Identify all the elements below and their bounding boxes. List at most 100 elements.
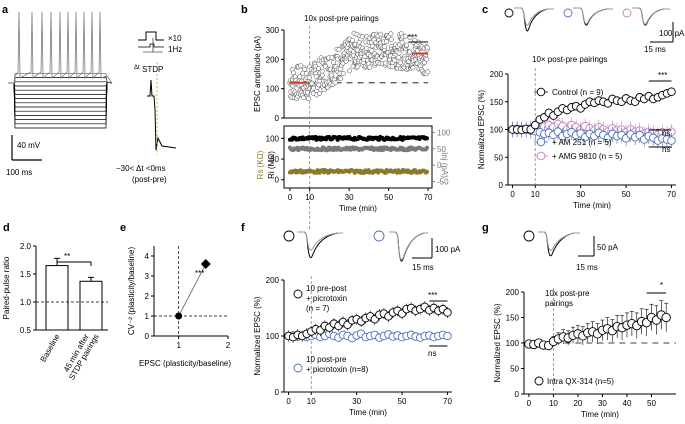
legend-1-line2: + picrotoxin: [306, 294, 347, 303]
normalized-epsc-chart: 0 50 100 150 200 0 10 20 30 40 50 Time (min) Normali…: [493, 288, 676, 419]
y-tick-label: 200: [266, 55, 280, 64]
y-tick-label: 0: [275, 114, 280, 123]
voltage-scale-bar: [11, 135, 42, 161]
x-tick-label: 10: [307, 397, 316, 406]
x-axis-label: Time (min): [339, 204, 377, 213]
y-tick-label: 1.5: [20, 270, 32, 279]
x-tick-label: 50: [398, 397, 407, 406]
stdp-protocol-diagram: [138, 31, 177, 155]
y-tick-label: 150: [490, 98, 504, 107]
epsc-point: [332, 80, 338, 86]
epsc-point: [402, 33, 408, 39]
data-point: [667, 87, 676, 97]
legend-2-line2: + picrotoxin (n=8): [306, 365, 369, 374]
x-axis-label: EPSC (plasticity/baseline): [139, 359, 231, 368]
scale-time: 15 ms: [644, 45, 666, 54]
epsc-point: [410, 65, 416, 71]
legend-qx314-icon: [534, 376, 544, 386]
timing-sub: (post-pre): [132, 175, 167, 184]
scale-voltage: 40 mV: [17, 141, 41, 150]
panel-d-letter: d: [3, 222, 10, 234]
hyperpolarizing-step-trace: [8, 81, 113, 84]
annotation-line1: 10x post-pre: [545, 289, 590, 298]
epsc-point: [396, 55, 402, 60]
pairing-annotation: 10x post-pre pairings: [304, 14, 379, 23]
legend-marker-icon: [536, 137, 546, 147]
epsc-example-traces: [283, 230, 433, 262]
y-tick-label: 50: [494, 153, 503, 162]
panel-e: e 0 1 2 3 4 1 2 CV⁻² (plasticity/baseline) EPSC …: [120, 222, 231, 368]
y-tick-label: 0: [145, 332, 150, 341]
epsc-point: [424, 56, 430, 62]
hyperpolarizing-step-trace: [8, 81, 113, 129]
ns-label-2: ns: [662, 145, 670, 154]
x-tick-label: 0: [286, 397, 291, 406]
y-tick-label: 150: [506, 314, 520, 323]
panel-c-letter: c: [482, 4, 488, 16]
protocol-rate: 1Hz: [168, 45, 182, 54]
panel-g: g 50 pA 15 ms 0 50 100 150 200 0 10 20 30 40 50 Tim…: [482, 222, 676, 419]
ns-label-1: ns: [662, 129, 670, 138]
epsc-point: [404, 42, 410, 48]
post-pre-baseline-trace: [389, 231, 428, 261]
control-baseline-trace: [514, 7, 554, 26]
plasticity-point: [200, 259, 211, 269]
y-tick-label: 0: [499, 181, 504, 190]
panel-b-letter: b: [241, 4, 248, 16]
epsc-point: [297, 74, 303, 80]
legend-1-line3: (n = 7): [306, 304, 330, 313]
y-tick-label: 0.5: [20, 326, 32, 335]
data-point: [661, 312, 671, 323]
am251-marker-icon: [563, 8, 573, 18]
y-tick-label: 100: [490, 126, 504, 135]
measurement-point: [424, 136, 429, 141]
epsc-point: [388, 31, 394, 37]
epsc-point: [320, 72, 325, 78]
right-tick-label: 0: [437, 161, 442, 170]
x-axis-label: Time (min): [581, 410, 619, 419]
amg-baseline-trace: [632, 7, 670, 25]
left-tick-label: 50: [270, 155, 279, 164]
ri-label: Ri (MΩ): [267, 151, 276, 179]
access-resistance-chart: 0 50 100 -50 0 50 100 0 10 30 50 70 Time (min): [266, 125, 451, 213]
firing-traces: [8, 11, 113, 129]
panel-a: a 40 mV 100 ms ×10 1Hz Δt STDP −30< Δt <…: [2, 4, 182, 184]
data-point: [530, 120, 540, 130]
control-marker-icon: [504, 8, 514, 18]
timing-text: −30< Δt <0ms: [116, 164, 166, 173]
y-tick-label: 100: [506, 339, 520, 348]
epsc-point: [397, 60, 403, 66]
legend-label: Control (n = 9): [552, 88, 604, 97]
x-axis-label: Time (min): [573, 201, 611, 210]
y-tick-label: 1: [145, 312, 150, 321]
bar: [79, 280, 103, 331]
epsc-point: [338, 76, 344, 81]
epsc-point: [425, 69, 431, 75]
epsc-point: [396, 50, 402, 56]
y-tick-label: 1.0: [20, 298, 32, 307]
pairing-annotation: 10× post-pre pairings: [532, 55, 607, 64]
x-tick-label: 50: [647, 399, 656, 408]
hyperpolarizing-step-trace: [8, 81, 113, 104]
y-axis-label: Normalized EPSC (%): [493, 303, 502, 382]
significance: ***: [428, 291, 437, 300]
pre-post-marker-icon: [283, 230, 295, 242]
y-tick-label: 50: [510, 365, 519, 374]
left-tick-label: 100: [266, 134, 280, 143]
epsc-point: [302, 66, 308, 72]
baseline-point: [175, 312, 183, 320]
y-tick-label: 200: [266, 276, 280, 285]
x-tick-label: 30: [598, 399, 607, 408]
am251-trace: [573, 7, 613, 26]
hyperpolarizing-step-trace: [8, 81, 113, 87]
x-tick-label: 30: [352, 397, 361, 406]
epsc-point: [367, 64, 373, 70]
qx314-marker-icon: [523, 230, 535, 242]
legend-marker-icon: [536, 87, 546, 97]
post-pre-marker-icon: [373, 230, 385, 242]
y-tick-label: 100: [266, 332, 280, 341]
y-tick-label: 2.0: [20, 242, 32, 251]
epsc-point: [311, 85, 317, 91]
